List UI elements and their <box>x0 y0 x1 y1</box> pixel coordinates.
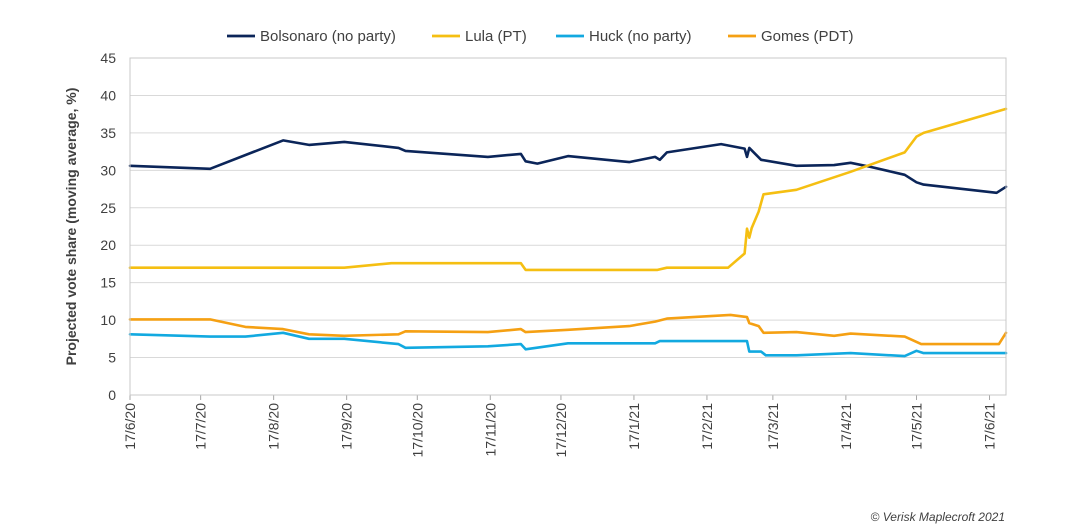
x-tick-label: 17/12/20 <box>553 403 569 458</box>
y-tick-label: 45 <box>100 50 116 66</box>
x-tick-label: 17/8/20 <box>266 403 282 450</box>
x-tick-label: 17/6/21 <box>982 403 998 450</box>
y-tick-label: 25 <box>100 200 116 216</box>
legend-label: Lula (PT) <box>465 28 527 45</box>
y-axis: 0 5 10 15 20 25 30 35 40 45 <box>100 50 116 403</box>
legend-label: Gomes (PDT) <box>761 28 854 45</box>
series-line-lula <box>128 107 1008 272</box>
y-tick-label: 0 <box>108 387 116 403</box>
x-tick-label: 17/7/20 <box>193 403 209 450</box>
y-tick-label: 35 <box>100 125 116 141</box>
x-tick-label: 17/1/21 <box>626 403 642 450</box>
y-tick-label: 15 <box>100 275 116 291</box>
x-tick-label: 17/11/20 <box>482 403 498 457</box>
series-line-huck <box>128 331 1008 358</box>
plot-series <box>128 107 1008 358</box>
copyright-credit: © Verisk Maplecroft 2021 <box>870 510 1005 524</box>
legend-label: Bolsonaro (no party) <box>260 28 396 45</box>
plot-frame <box>129 57 1007 396</box>
series-line-bolsonaro <box>128 139 1008 195</box>
y-axis-title: Projected vote share (moving average, %) <box>63 88 79 366</box>
x-tick-label: 17/6/20 <box>122 403 138 450</box>
legend: Bolsonaro (no party) Lula (PT) Huck (no pa… <box>227 28 854 45</box>
x-tick-label: 17/2/21 <box>699 403 715 450</box>
x-tick-label: 17/5/21 <box>909 403 925 450</box>
x-tick-label: 17/4/21 <box>838 403 854 450</box>
legend-label: Huck (no party) <box>589 28 692 45</box>
y-tick-label: 40 <box>100 87 116 103</box>
y-tick-label: 30 <box>100 162 116 178</box>
y-tick-label: 5 <box>108 350 116 366</box>
x-tick-label: 17/9/20 <box>339 403 355 450</box>
series-line-gomes <box>128 313 1008 346</box>
x-tick-label: 17/3/21 <box>765 403 781 450</box>
x-tick-label: 17/10/20 <box>409 403 425 458</box>
x-axis: 17/6/20 17/7/20 17/8/20 17/9/20 17/10/20 17/1… <box>122 395 998 458</box>
y-tick-label: 10 <box>100 312 116 328</box>
y-tick-label: 20 <box>100 237 116 253</box>
